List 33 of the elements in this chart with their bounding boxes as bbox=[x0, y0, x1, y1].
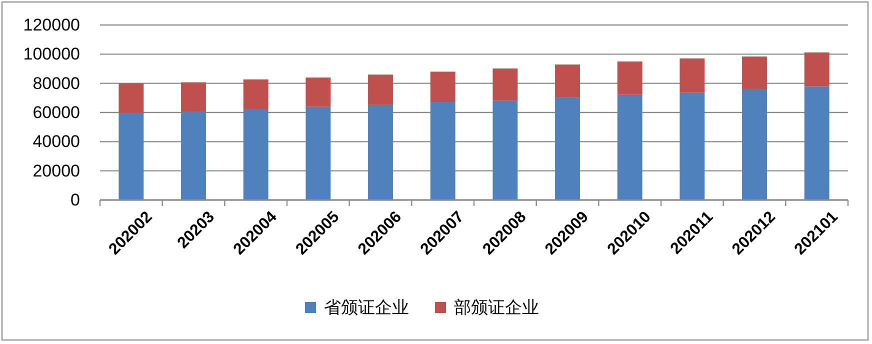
y-tick-label: 100000 bbox=[23, 44, 80, 64]
bar bbox=[555, 64, 580, 98]
bar bbox=[181, 82, 206, 112]
y-tick-label: 20000 bbox=[32, 161, 80, 180]
bar bbox=[118, 112, 144, 200]
bar bbox=[680, 58, 705, 92]
y-tick-label: 40000 bbox=[32, 132, 80, 152]
bar bbox=[430, 102, 456, 200]
bar bbox=[617, 94, 642, 200]
bar bbox=[118, 83, 144, 112]
bar bbox=[368, 104, 393, 200]
bar bbox=[306, 78, 331, 107]
bar bbox=[680, 92, 705, 200]
y-tick-label: 80000 bbox=[32, 74, 80, 93]
bar bbox=[804, 52, 830, 86]
bar bbox=[555, 97, 580, 200]
bar bbox=[243, 79, 268, 109]
bar bbox=[804, 86, 830, 200]
bar bbox=[368, 74, 393, 105]
bar bbox=[306, 106, 331, 200]
bar bbox=[742, 56, 767, 90]
legend-label: 部颁证企业 bbox=[454, 298, 539, 318]
bar bbox=[243, 109, 268, 200]
y-tick-label: 0 bbox=[70, 190, 80, 210]
bar bbox=[742, 89, 767, 200]
legend-label: 省颁证企业 bbox=[324, 298, 409, 318]
bar bbox=[492, 100, 518, 200]
bar bbox=[617, 61, 642, 95]
y-tick-label: 120000 bbox=[23, 15, 80, 34]
bar bbox=[181, 111, 206, 200]
bar bbox=[430, 72, 456, 102]
y-tick-label: 60000 bbox=[32, 102, 80, 122]
bar bbox=[492, 68, 518, 100]
